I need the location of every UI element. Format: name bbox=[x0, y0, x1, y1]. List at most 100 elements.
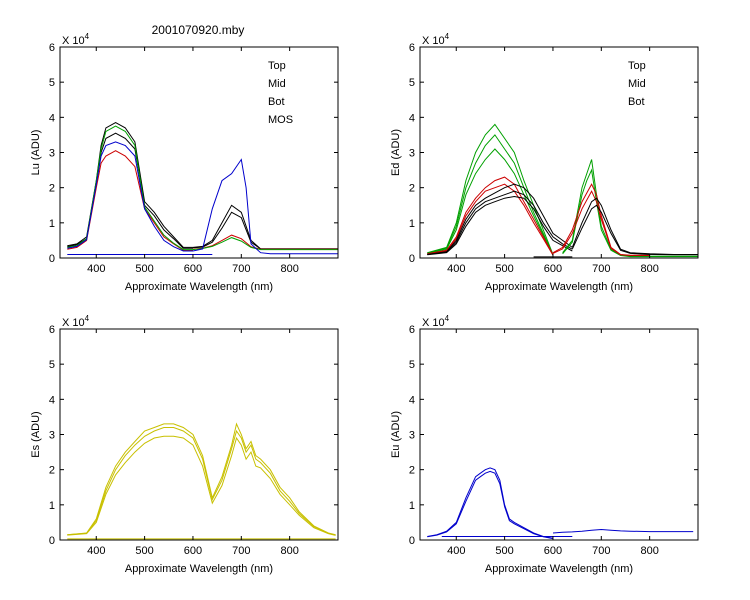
axes-frame bbox=[59, 46, 339, 259]
x-tick-label: 400 bbox=[87, 263, 105, 275]
series-line-14 bbox=[571, 204, 698, 256]
y-axis-label: Eu (ADU) bbox=[390, 411, 402, 458]
series-line-1 bbox=[67, 422, 336, 536]
y-tick-label: 0 bbox=[49, 253, 55, 265]
y-tick-label: 4 bbox=[409, 394, 415, 406]
y-axis-label: Lu (ADU) bbox=[30, 130, 42, 176]
x-tick-label: 600 bbox=[184, 545, 202, 557]
x-tick-label: 600 bbox=[544, 263, 562, 275]
y-axis-label: Ed (ADU) bbox=[390, 129, 402, 176]
x-tick-label: 500 bbox=[135, 545, 153, 557]
x-axis-label: Approximate Wavelength (nm) bbox=[125, 563, 273, 575]
series-line-12 bbox=[552, 190, 650, 256]
y-exponent-label: X 104 bbox=[422, 314, 450, 329]
series-line-4 bbox=[67, 125, 193, 251]
y-tick-label: 3 bbox=[49, 430, 55, 442]
y-tick-label: 3 bbox=[49, 148, 55, 160]
chart-panel-1: 400 500 600 700 800 0 1 2 3 4 5 6 X 104 Approximate W… bbox=[30, 32, 339, 293]
series-line-1 bbox=[67, 122, 193, 248]
series-line-7 bbox=[192, 211, 338, 250]
legend-entry-mos: MOS bbox=[268, 114, 293, 126]
series-line-2 bbox=[427, 470, 554, 540]
x-tick-label: 600 bbox=[184, 263, 202, 275]
y-tick-label: 2 bbox=[409, 465, 415, 477]
y-tick-label: 0 bbox=[409, 535, 415, 547]
figure-title: 2001070920.mby bbox=[152, 23, 245, 37]
series-line-1 bbox=[427, 467, 554, 539]
series-group bbox=[67, 122, 338, 255]
series-line-9 bbox=[192, 237, 338, 251]
y-tick-label: 5 bbox=[49, 359, 55, 371]
series-group bbox=[427, 467, 694, 540]
series-line-8 bbox=[192, 234, 338, 250]
y-tick-label: 5 bbox=[409, 359, 415, 371]
series-line-5 bbox=[67, 141, 193, 252]
y-exponent-power: 4 bbox=[445, 32, 450, 41]
series-line-8 bbox=[427, 195, 573, 256]
y-tick-label: 1 bbox=[409, 218, 415, 230]
series-line-6 bbox=[427, 183, 573, 255]
y-exponent-label: X 104 bbox=[62, 314, 90, 329]
series-line-10 bbox=[192, 158, 338, 255]
series-line-3 bbox=[67, 150, 193, 251]
x-tick-label: 500 bbox=[495, 545, 513, 557]
x-tick-label: 700 bbox=[592, 263, 610, 275]
y-tick-label: 2 bbox=[49, 183, 55, 195]
legend-entry-mid: Mid bbox=[628, 78, 646, 90]
series-line-3 bbox=[67, 435, 336, 536]
y-tick-label: 4 bbox=[49, 394, 55, 406]
x-tick-label: 800 bbox=[640, 263, 658, 275]
y-tick-label: 3 bbox=[409, 430, 415, 442]
y-tick-label: 6 bbox=[49, 42, 55, 54]
y-tick-label: 4 bbox=[409, 112, 415, 124]
y-tick-label: 3 bbox=[409, 148, 415, 160]
series-line-3 bbox=[552, 528, 694, 534]
chart-panel-3: 400 500 600 700 800 0 1 2 3 4 5 6 X 104 Approximate W… bbox=[30, 314, 339, 575]
series-line-7 bbox=[427, 190, 573, 255]
x-tick-label: 700 bbox=[232, 545, 250, 557]
series-group bbox=[67, 422, 336, 540]
y-tick-label: 6 bbox=[49, 324, 55, 336]
legend-entry-top: Top bbox=[268, 60, 286, 72]
y-exponent-power: 4 bbox=[445, 314, 450, 323]
x-tick-label: 700 bbox=[592, 545, 610, 557]
y-tick-label: 5 bbox=[49, 77, 55, 89]
y-tick-label: 5 bbox=[409, 77, 415, 89]
series-group bbox=[427, 123, 698, 258]
y-exponent-power: 4 bbox=[85, 314, 90, 323]
series-line-2 bbox=[67, 427, 336, 536]
y-tick-label: 1 bbox=[49, 218, 55, 230]
y-tick-label: 2 bbox=[49, 465, 55, 477]
x-axis-label: Approximate Wavelength (nm) bbox=[125, 281, 273, 293]
x-tick-label: 800 bbox=[640, 545, 658, 557]
y-tick-label: 1 bbox=[409, 500, 415, 512]
y-axis-label: Es (ADU) bbox=[30, 411, 42, 457]
y-tick-label: 1 bbox=[49, 500, 55, 512]
y-exponent-label: X 104 bbox=[62, 32, 90, 47]
x-tick-label: 400 bbox=[447, 263, 465, 275]
series-line-6 bbox=[192, 204, 338, 250]
chart-panel-2: 400 500 600 700 800 0 1 2 3 4 5 6 X 104 Approximate W… bbox=[390, 32, 699, 293]
series-line-3 bbox=[427, 148, 554, 256]
x-tick-label: 400 bbox=[87, 545, 105, 557]
legend-entry-top: Top bbox=[628, 60, 646, 72]
x-tick-label: 400 bbox=[447, 545, 465, 557]
y-exponent-label: X 104 bbox=[422, 32, 450, 47]
x-tick-label: 800 bbox=[280, 263, 298, 275]
series-line-2 bbox=[427, 134, 554, 256]
y-exponent-power: 4 bbox=[85, 32, 90, 41]
series-line-4 bbox=[427, 176, 554, 256]
legend-entry-mid: Mid bbox=[268, 78, 286, 90]
y-tick-label: 2 bbox=[409, 183, 415, 195]
x-tick-label: 800 bbox=[280, 545, 298, 557]
series-line-5 bbox=[427, 183, 554, 256]
x-tick-label: 500 bbox=[495, 263, 513, 275]
x-tick-label: 500 bbox=[135, 263, 153, 275]
x-axis-label: Approximate Wavelength (nm) bbox=[485, 281, 633, 293]
series-line-10 bbox=[562, 168, 698, 258]
x-tick-label: 600 bbox=[544, 545, 562, 557]
x-tick-label: 700 bbox=[232, 263, 250, 275]
x-axis-label: Approximate Wavelength (nm) bbox=[485, 563, 633, 575]
series-line-13 bbox=[571, 197, 698, 255]
